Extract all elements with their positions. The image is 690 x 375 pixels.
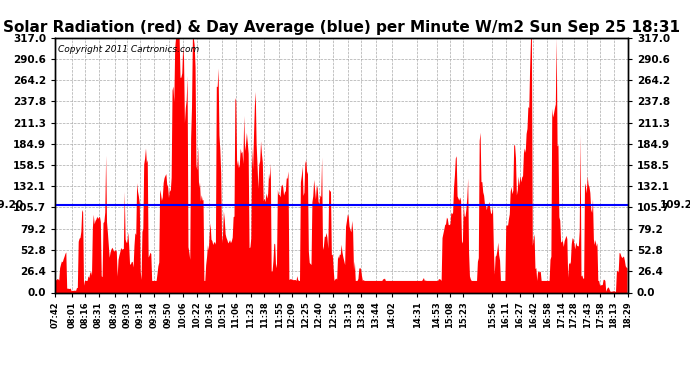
Text: 109.20: 109.20 xyxy=(660,200,690,210)
Text: 109.20: 109.20 xyxy=(0,200,23,210)
Text: Copyright 2011 Cartronics.com: Copyright 2011 Cartronics.com xyxy=(58,45,199,54)
Title: Solar Radiation (red) & Day Average (blue) per Minute W/m2 Sun Sep 25 18:31: Solar Radiation (red) & Day Average (blu… xyxy=(3,20,680,35)
